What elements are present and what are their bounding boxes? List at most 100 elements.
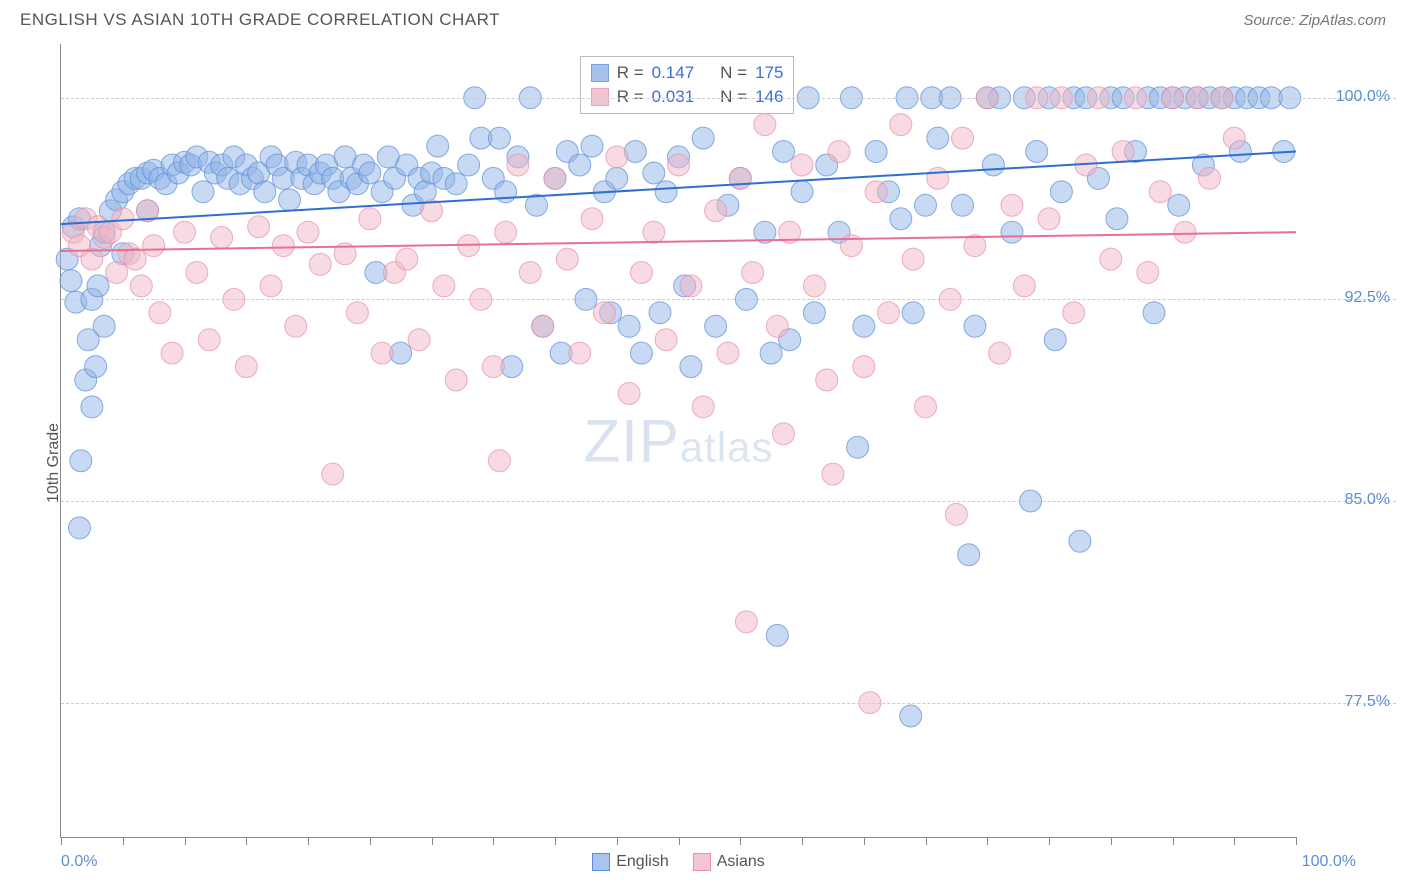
data-point (1199, 167, 1221, 189)
data-point (130, 275, 152, 297)
data-point (488, 127, 510, 149)
y-tick-label: 77.5% (1345, 693, 1390, 711)
data-point (1069, 530, 1091, 552)
data-point (235, 356, 257, 378)
data-point (1063, 302, 1085, 324)
data-point (174, 221, 196, 243)
data-point (964, 315, 986, 337)
legend-swatch (592, 853, 610, 871)
data-point (630, 262, 652, 284)
x-tick (1111, 837, 1112, 845)
data-point (81, 396, 103, 418)
data-point (1106, 208, 1128, 230)
y-tick-label: 92.5% (1345, 289, 1390, 307)
data-point (853, 356, 875, 378)
scatter-svg (61, 44, 1296, 837)
data-point (1001, 221, 1023, 243)
x-tick (987, 837, 988, 845)
gridline-h (61, 501, 1396, 502)
data-point (1001, 194, 1023, 216)
data-point (853, 315, 875, 337)
data-point (927, 127, 949, 149)
data-point (952, 127, 974, 149)
legend-swatch (591, 64, 609, 82)
x-tick (617, 837, 618, 845)
data-point (544, 167, 566, 189)
data-point (211, 227, 233, 249)
data-point (828, 141, 850, 163)
data-point (890, 208, 912, 230)
x-tick (555, 837, 556, 845)
data-point (1026, 141, 1048, 163)
data-point (816, 369, 838, 391)
data-point (279, 189, 301, 211)
data-point (192, 181, 214, 203)
data-point (668, 154, 690, 176)
stat-r-value: 0.147 (652, 63, 695, 83)
legend-item: English (592, 853, 668, 871)
data-point (260, 275, 282, 297)
y-tick-label: 85.0% (1345, 491, 1390, 509)
data-point (773, 423, 795, 445)
data-point (371, 342, 393, 364)
data-point (754, 114, 776, 136)
data-point (717, 342, 739, 364)
data-point (1143, 302, 1165, 324)
x-tick (432, 837, 433, 845)
data-point (915, 194, 937, 216)
gridline-h (61, 703, 1396, 704)
stat-r-label: R = (617, 63, 644, 83)
data-point (70, 450, 92, 472)
data-point (705, 315, 727, 337)
data-point (143, 235, 165, 257)
data-point (87, 275, 109, 297)
data-point (900, 705, 922, 727)
data-point (791, 154, 813, 176)
data-point (1223, 127, 1245, 149)
data-point (902, 248, 924, 270)
data-point (198, 329, 220, 351)
data-point (532, 315, 554, 337)
data-point (742, 262, 764, 284)
data-point (495, 221, 517, 243)
x-tick (370, 837, 371, 845)
data-point (458, 154, 480, 176)
data-point (822, 463, 844, 485)
data-point (803, 302, 825, 324)
data-point (359, 162, 381, 184)
x-tick (1173, 837, 1174, 845)
data-point (161, 342, 183, 364)
data-point (680, 275, 702, 297)
legend-swatch (693, 853, 711, 871)
data-point (507, 154, 529, 176)
data-point (149, 302, 171, 324)
data-point (60, 270, 82, 292)
data-point (760, 342, 782, 364)
x-tick (864, 837, 865, 845)
data-point (445, 369, 467, 391)
x-tick (308, 837, 309, 845)
stat-n-label: N = (720, 63, 747, 83)
data-point (482, 356, 504, 378)
data-point (643, 221, 665, 243)
data-point (1174, 221, 1196, 243)
data-point (902, 302, 924, 324)
x-tick (1296, 837, 1297, 845)
data-point (865, 141, 887, 163)
data-point (106, 262, 128, 284)
x-tick (185, 837, 186, 845)
data-point (643, 162, 665, 184)
data-point (254, 181, 276, 203)
x-tick (802, 837, 803, 845)
data-point (618, 315, 640, 337)
source-label: Source: ZipAtlas.com (1243, 12, 1386, 29)
data-point (495, 181, 517, 203)
data-point (618, 383, 640, 405)
data-point (705, 200, 727, 222)
data-point (322, 463, 344, 485)
data-point (433, 275, 455, 297)
data-point (1168, 194, 1190, 216)
x-tick (926, 837, 927, 845)
data-point (488, 450, 510, 472)
data-point (791, 181, 813, 203)
